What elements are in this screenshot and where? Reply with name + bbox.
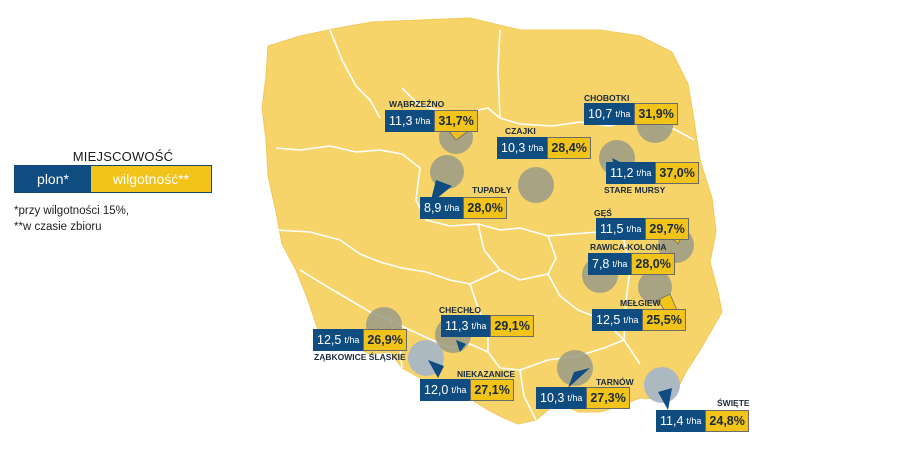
location-label: NIEKAZANICE [457, 369, 516, 379]
plon-number: 10,3 [540, 391, 565, 405]
data-box-stare-mursy: 11,2 t/ha 37,0% [606, 162, 699, 184]
location-label: STARE MURSY [604, 185, 666, 195]
data-box-zabkowice: 12,5 t/ha 26,9% [313, 329, 407, 351]
legend-plon: plon* [15, 166, 91, 192]
location-label: GĘŚ [594, 208, 612, 218]
data-box-rawica: 7,8 t/ha 28,0% [588, 253, 675, 275]
marker-tarnow [557, 350, 593, 386]
data-box-chechlo: 11,3 t/ha 29,1% [441, 315, 534, 337]
plon-value: 7,8 t/ha [588, 253, 632, 275]
legend-box: plon* wilgotność** [14, 165, 212, 193]
wilgotnosc-value: 28,0% [631, 253, 675, 275]
plon-number: 12,0 [424, 383, 449, 397]
plon-number: 11,4 [660, 414, 684, 428]
plon-value: 11,3 t/ha [385, 110, 435, 132]
wilgotnosc-value: 25,5% [642, 309, 686, 331]
plon-value: 11,4 t/ha [656, 410, 706, 432]
plon-number: 10,3 [501, 141, 526, 155]
plon-value: 12,5 t/ha [592, 309, 643, 331]
location-label: MEŁGIEW [620, 298, 661, 308]
wilgotnosc-value: 31,9% [634, 103, 678, 125]
location-label: ŚWIĘTE [717, 398, 750, 408]
plon-number: 11,2 [610, 166, 634, 180]
wilgotnosc-value: 29,1% [490, 315, 534, 337]
unit: t/ha [451, 385, 467, 395]
unit: t/ha [415, 116, 431, 126]
data-box-niekazanice: 12,0 t/ha 27,1% [420, 379, 514, 401]
wilgotnosc-value: 26,9% [363, 329, 407, 351]
wilgotnosc-value: 37,0% [655, 162, 699, 184]
marker-swiete [644, 367, 680, 403]
plon-number: 10,7 [588, 107, 613, 121]
unit: t/ha [686, 416, 702, 426]
plon-value: 11,3 t/ha [441, 315, 491, 337]
plon-value: 11,5 t/ha [596, 218, 646, 240]
wilgotnosc-value: 24,8% [705, 410, 749, 432]
location-label: RAWICA-KOLONIA [590, 242, 667, 252]
location-label: CHOBOTKI [584, 93, 630, 103]
data-box-chobotki: 10,7 t/ha 31,9% [584, 103, 678, 125]
unit: t/ha [636, 168, 652, 178]
location-label: CZAJKI [505, 126, 536, 136]
plon-number: 12,5 [317, 333, 342, 347]
plon-value: 10,3 t/ha [497, 137, 548, 159]
plon-value: 10,3 t/ha [536, 387, 587, 409]
location-label: ZĄBKOWICE ŚLĄSKIE [314, 352, 406, 362]
wilgotnosc-value: 29,7% [645, 218, 689, 240]
unit: t/ha [612, 259, 628, 269]
wilgotnosc-value: 28,0% [463, 197, 507, 219]
data-box-tarnow: 10,3 t/ha 27,3% [536, 387, 630, 409]
plon-number: 7,8 [592, 257, 610, 271]
unit: t/ha [444, 203, 460, 213]
unit: t/ha [615, 109, 631, 119]
location-label: TARNÓW [596, 377, 634, 387]
data-box-ges: 11,5 t/ha 29,7% [596, 218, 689, 240]
plon-value: 11,2 t/ha [606, 162, 656, 184]
unit: t/ha [567, 393, 583, 403]
data-box-wabrzezno: 11,3 t/ha 31,7% [385, 110, 478, 132]
unit: t/ha [623, 315, 639, 325]
plon-number: 12,5 [596, 313, 621, 327]
data-box-melgiew: 12,5 t/ha 25,5% [592, 309, 686, 331]
plon-value: 12,5 t/ha [313, 329, 364, 351]
marker-tupadly [430, 155, 464, 189]
data-box-tupadly: 8,9 t/ha 28,0% [420, 197, 507, 219]
marker-melgiew [638, 270, 672, 304]
wilgotnosc-value: 27,1% [470, 379, 514, 401]
wilgotnosc-value: 27,3% [586, 387, 630, 409]
plon-number: 11,3 [445, 319, 469, 333]
plon-value: 8,9 t/ha [420, 197, 464, 219]
plon-number: 8,9 [424, 201, 442, 215]
marker-czajki [518, 167, 554, 203]
data-box-swiete: 11,4 t/ha 24,8% [656, 410, 749, 432]
unit: t/ha [344, 335, 360, 345]
data-box-czajki: 10,3 t/ha 28,4% [497, 137, 591, 159]
plon-number: 11,5 [600, 222, 624, 236]
location-label: CHECHŁO [439, 305, 482, 315]
plon-number: 11,3 [389, 114, 413, 128]
footnote-1: *przy wilgotności 15%, [14, 205, 130, 217]
location-label: TUPADŁY [472, 185, 512, 195]
footnote-2: **w czasie zbioru [14, 221, 102, 233]
plon-value: 12,0 t/ha [420, 379, 471, 401]
plon-value: 10,7 t/ha [584, 103, 635, 125]
unit: t/ha [471, 321, 487, 331]
unit: t/ha [626, 224, 642, 234]
legend-title: MIEJSCOWOŚĆ [72, 149, 174, 164]
wilgotnosc-value: 28,4% [547, 137, 591, 159]
unit: t/ha [528, 143, 544, 153]
location-label: WĄBRZEŹNO [389, 99, 445, 109]
wilgotnosc-value: 31,7% [434, 110, 478, 132]
legend-wilgotnosc: wilgotność** [91, 166, 211, 192]
